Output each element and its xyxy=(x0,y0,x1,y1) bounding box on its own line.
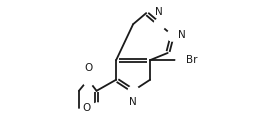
Text: N: N xyxy=(178,30,185,40)
Text: O: O xyxy=(84,63,92,73)
Text: O: O xyxy=(83,103,91,113)
Text: Br: Br xyxy=(186,55,198,65)
Text: N: N xyxy=(155,7,163,17)
Text: N: N xyxy=(129,97,137,107)
